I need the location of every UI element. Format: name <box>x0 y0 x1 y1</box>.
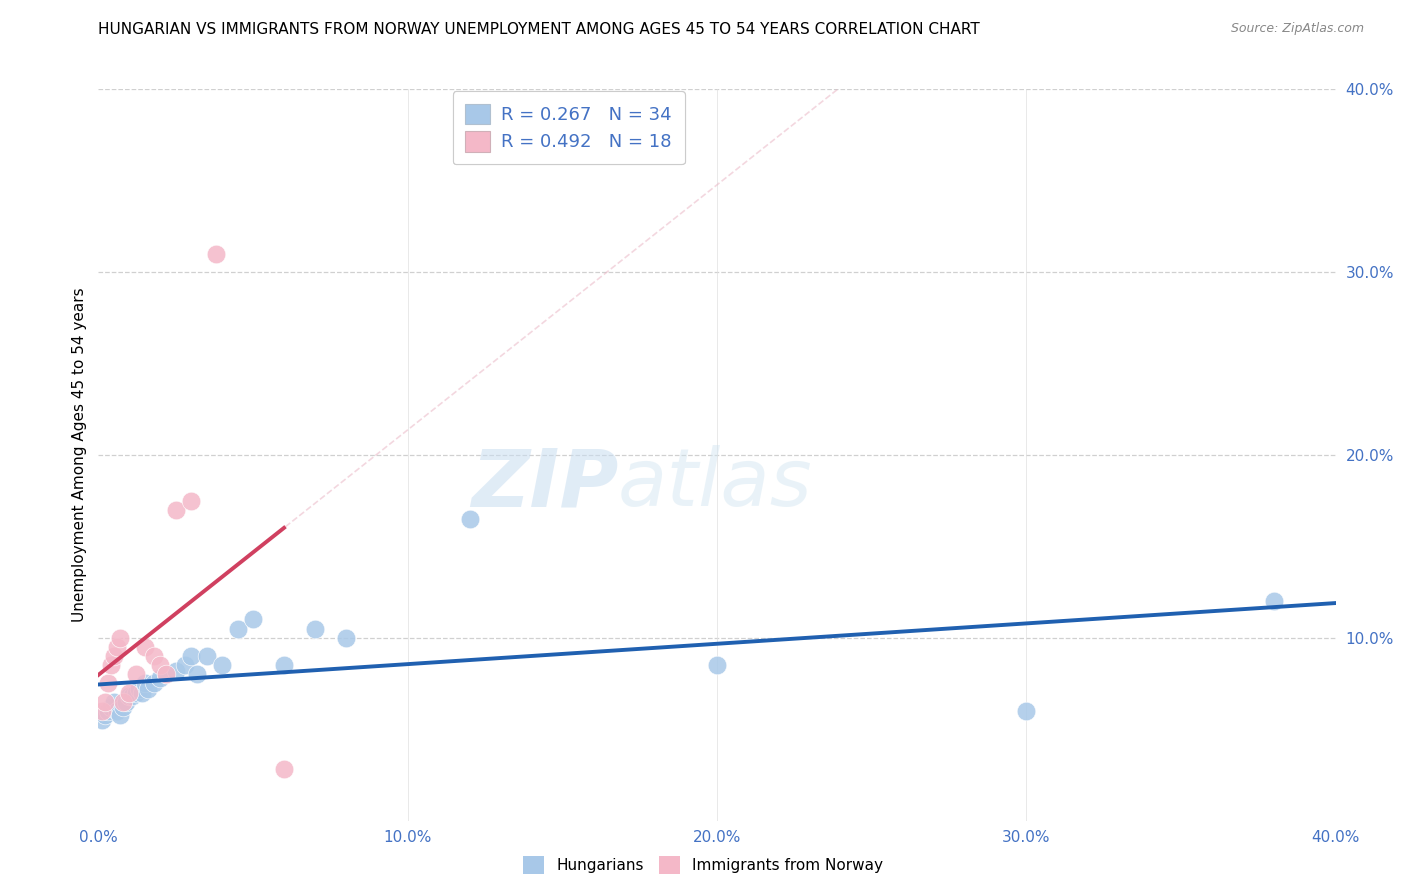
Point <box>155 667 177 681</box>
Point <box>100 658 122 673</box>
Point <box>90 704 112 718</box>
Point <box>108 631 131 645</box>
Point <box>1263 594 1285 608</box>
Point <box>93 707 115 722</box>
Point <box>335 631 357 645</box>
Point <box>103 695 125 709</box>
Point <box>226 622 249 636</box>
Point <box>97 676 120 690</box>
Point <box>124 685 146 699</box>
Point <box>143 676 166 690</box>
Point <box>108 707 131 722</box>
Legend: R = 0.267   N = 34, R = 0.492   N = 18: R = 0.267 N = 34, R = 0.492 N = 18 <box>453 91 685 164</box>
Point <box>134 676 156 690</box>
Point <box>136 681 159 696</box>
Point <box>128 681 150 696</box>
Point <box>131 685 153 699</box>
Point <box>273 658 295 673</box>
Text: HUNGARIAN VS IMMIGRANTS FROM NORWAY UNEMPLOYMENT AMONG AGES 45 TO 54 YEARS CORRE: HUNGARIAN VS IMMIGRANTS FROM NORWAY UNEM… <box>98 22 980 37</box>
Point <box>112 700 135 714</box>
Point <box>165 502 187 516</box>
Point <box>180 493 202 508</box>
Point <box>149 671 172 685</box>
Legend: Hungarians, Immigrants from Norway: Hungarians, Immigrants from Norway <box>516 850 890 880</box>
Point <box>118 690 141 704</box>
Point <box>97 704 120 718</box>
Point <box>90 713 112 727</box>
Point <box>458 512 481 526</box>
Text: Source: ZipAtlas.com: Source: ZipAtlas.com <box>1230 22 1364 36</box>
Point <box>134 640 156 654</box>
Point <box>304 622 326 636</box>
Point <box>1015 704 1038 718</box>
Point <box>180 649 202 664</box>
Point <box>211 658 233 673</box>
Point <box>124 667 146 681</box>
Point <box>115 695 138 709</box>
Point <box>103 649 125 664</box>
Point <box>112 695 135 709</box>
Text: atlas: atlas <box>619 445 813 524</box>
Text: ZIP: ZIP <box>471 445 619 524</box>
Point <box>118 685 141 699</box>
Point <box>93 695 115 709</box>
Point <box>273 763 295 777</box>
Point <box>205 246 228 260</box>
Point <box>105 640 128 654</box>
Point <box>195 649 218 664</box>
Point <box>100 700 122 714</box>
Point <box>165 664 187 678</box>
Point <box>174 658 197 673</box>
Point <box>706 658 728 673</box>
Point <box>143 649 166 664</box>
Point <box>105 704 128 718</box>
Point <box>242 613 264 627</box>
Point <box>121 690 143 704</box>
Point <box>186 667 208 681</box>
Y-axis label: Unemployment Among Ages 45 to 54 years: Unemployment Among Ages 45 to 54 years <box>72 287 87 623</box>
Point <box>155 667 177 681</box>
Point <box>149 658 172 673</box>
